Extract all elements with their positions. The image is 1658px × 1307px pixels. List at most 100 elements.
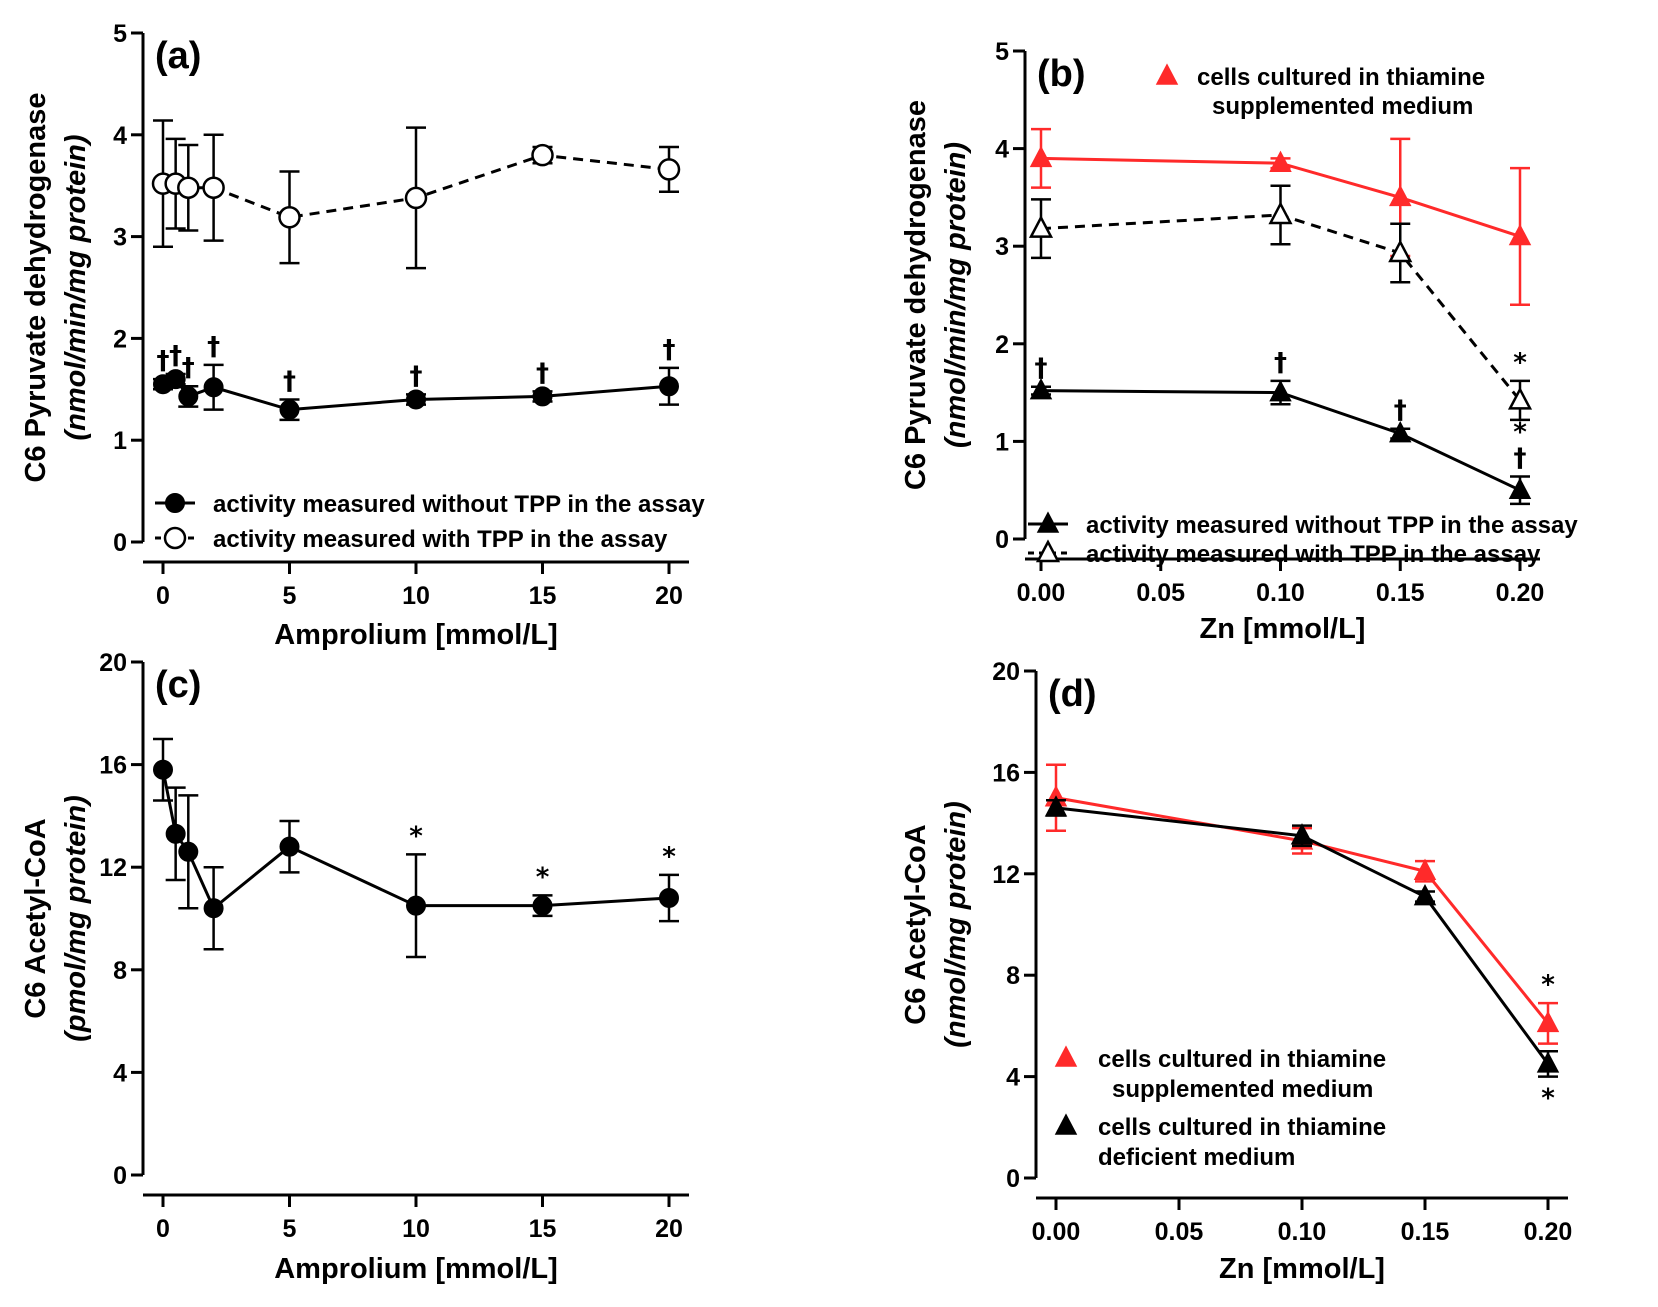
data-point — [1269, 379, 1292, 402]
significance-mark: † — [1035, 354, 1048, 384]
x-axis-title: Amprolium [mmol/L] — [274, 619, 558, 651]
legend-entry: activity measured with TPP in the assay — [1028, 539, 1541, 568]
data-point — [1269, 150, 1292, 172]
x-tick-label: 0.00 — [1032, 1218, 1081, 1246]
significance-mark: * — [409, 821, 423, 851]
x-axis-title: Zn [mmol/L] — [1200, 613, 1366, 645]
data-point — [1044, 795, 1068, 817]
legend-label: activity measured without TPP in the ass… — [213, 491, 705, 518]
data-point — [532, 386, 553, 407]
data-point — [202, 176, 225, 199]
significance-mark: * — [1541, 1084, 1555, 1114]
y-tick-label: 12 — [992, 861, 1020, 889]
data-point — [203, 377, 224, 398]
y-tick-label: 0 — [113, 1162, 127, 1190]
data-point — [165, 493, 185, 513]
significance-mark: † — [157, 346, 170, 376]
x-tick-label: 0.05 — [1136, 579, 1185, 607]
panel-c: 0 4 8 12 16 20 0 5 10 15 20 Amprolium [mmol/L] C6 Ac… — [20, 649, 689, 1285]
significance-mark: † — [1514, 444, 1527, 474]
legend-entry: cells cultured in thiamine deficient medi… — [1054, 1113, 1386, 1171]
data-point — [659, 376, 679, 397]
y-axis-unit: (nmol/min/mg protein) — [940, 142, 972, 448]
data-point — [1155, 63, 1179, 85]
data-point — [1054, 1113, 1078, 1135]
y-axis-title: C6 Acetyl-CoA — [20, 818, 52, 1018]
panel-a: 0 1 2 3 4 5 0 5 10 15 20 Amprolium [mmol/L] C6 Pyruv… — [20, 20, 705, 651]
data-point — [1508, 477, 1532, 499]
y-tick-label: 4 — [995, 136, 1009, 164]
x-tick-label: 0.15 — [1376, 579, 1425, 607]
significance-mark: † — [169, 341, 182, 371]
data-point — [1507, 386, 1533, 410]
data-point — [1413, 884, 1437, 906]
y-tick-label: 3 — [995, 233, 1009, 261]
x-tick-label: 0.20 — [1496, 579, 1545, 607]
legend-label: cells cultured in thiamine — [1098, 1114, 1386, 1141]
y-tick-label: 20 — [99, 649, 127, 677]
legend-entry: activity measured without TPP in the ass… — [1028, 511, 1578, 539]
x-tick-label: 0.10 — [1278, 1218, 1327, 1246]
data-point — [163, 526, 187, 550]
y-tick-label: 1 — [995, 428, 1009, 456]
panel-label: (c) — [155, 664, 201, 706]
legend-entry: activity measured without TPP in the ass… — [155, 491, 705, 518]
x-tick-label: 0 — [156, 582, 170, 610]
x-tick-label: 15 — [529, 1215, 557, 1243]
y-tick-label: 0 — [1006, 1165, 1020, 1193]
significance-mark: † — [207, 332, 220, 362]
data-point — [279, 836, 300, 857]
significance-mark: * — [536, 862, 550, 892]
y-tick-label: 3 — [113, 224, 127, 252]
data-point — [1536, 1051, 1560, 1073]
y-tick-label: 2 — [995, 331, 1009, 359]
significance-mark: * — [662, 842, 676, 872]
significance-mark: † — [663, 335, 676, 365]
data-point — [406, 389, 426, 410]
y-tick-label: 5 — [995, 38, 1009, 66]
data-point — [1536, 1010, 1560, 1033]
data-point — [278, 206, 301, 229]
data-point — [153, 759, 173, 780]
y-axis-unit: (pmol/mg protein) — [60, 795, 92, 1041]
y-tick-label: 1 — [113, 427, 127, 455]
x-tick-label: 15 — [529, 582, 557, 610]
data-point — [531, 143, 554, 167]
x-tick-label: 0.05 — [1155, 1218, 1204, 1246]
data-point — [404, 186, 428, 210]
y-axis-unit: (nmol/mg protein) — [940, 801, 972, 1047]
significance-mark: † — [182, 353, 195, 383]
x-tick-label: 5 — [283, 582, 297, 610]
y-tick-label: 4 — [113, 1059, 127, 1087]
y-axis-title: C6 Pyruvate dehydrogenase — [20, 92, 52, 482]
x-tick-label: 0 — [156, 1215, 170, 1243]
y-tick-label: 8 — [1006, 962, 1020, 990]
significance-mark: † — [283, 366, 296, 396]
data-point — [1389, 184, 1412, 207]
data-point — [178, 841, 199, 862]
data-point — [657, 158, 681, 181]
data-point — [1054, 1045, 1078, 1067]
panel-b: 0 1 2 3 4 5 0.00 0.05 0.10 0.15 0.20 Zn [mmol/L] C6 … — [900, 38, 1578, 645]
x-tick-label: 5 — [283, 1215, 297, 1243]
x-axis-title: Zn [mmol/L] — [1219, 1253, 1385, 1285]
panel-label: (d) — [1048, 673, 1097, 715]
data-point — [1028, 214, 1054, 238]
series-1 — [151, 119, 681, 270]
legend-label: activity measured with TPP in the assay — [1086, 541, 1541, 568]
y-tick-label: 4 — [113, 122, 127, 150]
significance-mark: * — [1541, 970, 1555, 1000]
y-tick-label: 20 — [992, 658, 1020, 686]
panel-label: (a) — [155, 35, 201, 77]
y-tick-label: 0 — [995, 526, 1009, 554]
series-line — [163, 153, 670, 219]
series-line — [1040, 389, 1521, 492]
legend-label: activity measured without TPP in the ass… — [1086, 512, 1578, 539]
x-tick-label: 0.20 — [1524, 1218, 1573, 1246]
y-tick-label: 0 — [113, 529, 127, 557]
data-point — [1388, 239, 1413, 263]
data-point — [1029, 145, 1053, 168]
